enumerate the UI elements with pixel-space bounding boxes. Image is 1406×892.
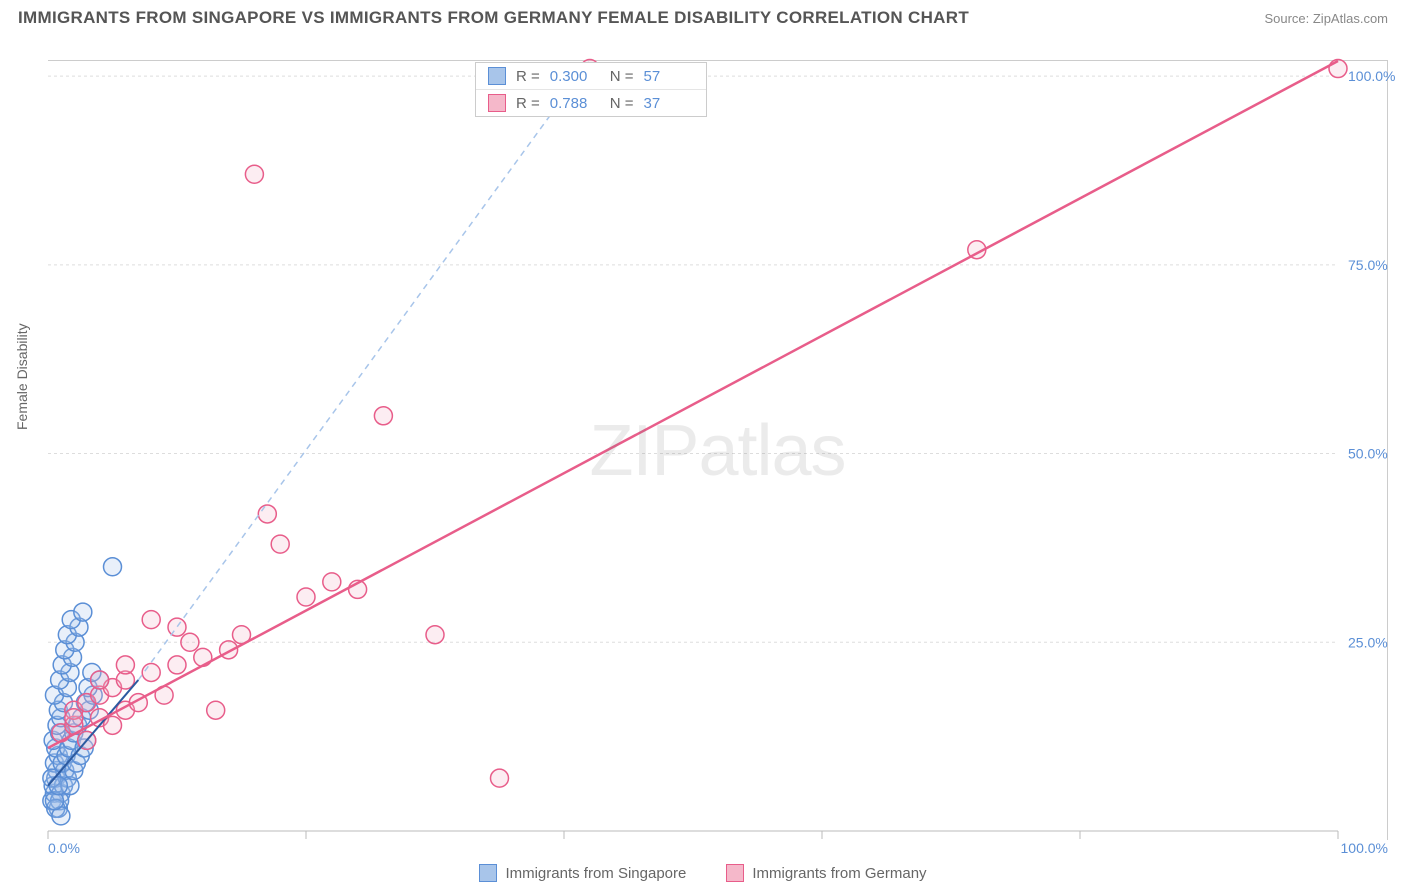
legend-item-germany: Immigrants from Germany [726,864,926,882]
r-label: R = [516,95,540,112]
series-legend: Immigrants from Singapore Immigrants fro… [0,864,1406,882]
n-value-germany: 37 [644,95,694,112]
swatch-singapore [479,864,497,882]
swatch-singapore [488,67,506,85]
svg-text:100.0%: 100.0% [1341,840,1388,856]
legend-label-singapore: Immigrants from Singapore [505,865,686,882]
source-label: Source: ZipAtlas.com [1264,11,1388,26]
swatch-germany [488,94,506,112]
n-label: N = [610,68,634,85]
svg-text:75.0%: 75.0% [1348,257,1388,273]
y-axis-title: Female Disability [14,323,30,430]
svg-text:100.0%: 100.0% [1348,68,1395,84]
correlation-legend: R = 0.300 N = 57 R = 0.788 N = 37 [475,62,707,117]
n-value-singapore: 57 [644,68,694,85]
scatter-svg: 25.0%50.0%75.0%100.0%0.0%100.0% [48,61,1387,840]
swatch-germany [726,864,744,882]
legend-item-singapore: Immigrants from Singapore [479,864,686,882]
svg-text:0.0%: 0.0% [48,840,80,856]
chart-plot-area: 25.0%50.0%75.0%100.0%0.0%100.0% ZIPatlas [48,60,1388,840]
n-label: N = [610,95,634,112]
r-value-germany: 0.788 [550,95,600,112]
svg-text:25.0%: 25.0% [1348,634,1388,650]
title-bar: IMMIGRANTS FROM SINGAPORE VS IMMIGRANTS … [0,0,1406,32]
r-value-singapore: 0.300 [550,68,600,85]
r-label: R = [516,68,540,85]
chart-title: IMMIGRANTS FROM SINGAPORE VS IMMIGRANTS … [18,8,969,28]
legend-row-germany: R = 0.788 N = 37 [476,89,706,116]
svg-text:50.0%: 50.0% [1348,446,1388,462]
legend-row-singapore: R = 0.300 N = 57 [476,63,706,89]
legend-label-germany: Immigrants from Germany [752,865,926,882]
